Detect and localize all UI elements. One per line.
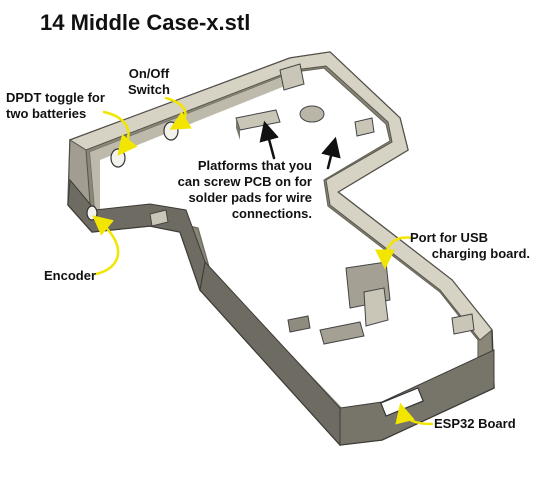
label-esp32: ESP32 Board (434, 416, 516, 431)
label-onoff-line1: On/Off (128, 66, 170, 81)
label-dpdt: DPDT toggle for two batteries (6, 90, 105, 122)
callout-arrows-black (259, 120, 341, 170)
label-usb-line1: Port for USB (410, 230, 488, 245)
label-encoder: Encoder (44, 268, 97, 283)
callout-arrows-yellow (92, 96, 434, 426)
label-platforms-line2: can screw PCB on for (177, 174, 312, 189)
label-usb: Port for USB charging board. (400, 230, 530, 262)
label-onoff-line2: Switch (128, 82, 170, 97)
label-platforms: Platforms that you can screw PCB on for … (150, 158, 312, 222)
label-platforms-line3: solder pads for wire (188, 190, 312, 205)
case-outer-walls (67, 51, 495, 447)
label-onoff: On/Off Switch (128, 66, 170, 98)
pcb-platforms (149, 63, 475, 345)
arrow-platform-2 (321, 136, 341, 170)
page-title: 14 Middle Case-x.stl (40, 10, 251, 35)
arrow-encoder (92, 215, 120, 276)
arrow-onoff (164, 96, 192, 130)
label-usb-line2: charging board. (431, 246, 530, 261)
arrow-usb (375, 236, 414, 270)
arrow-platform-1 (259, 120, 279, 160)
label-platforms-line1: Platforms that you (197, 158, 312, 173)
label-dpdt-line1: DPDT toggle for (6, 90, 105, 105)
arrow-esp32 (395, 402, 434, 426)
label-dpdt-line2: two batteries (6, 106, 87, 121)
arrow-dpdt (102, 110, 138, 156)
label-platforms-line4: connections. (231, 206, 312, 221)
